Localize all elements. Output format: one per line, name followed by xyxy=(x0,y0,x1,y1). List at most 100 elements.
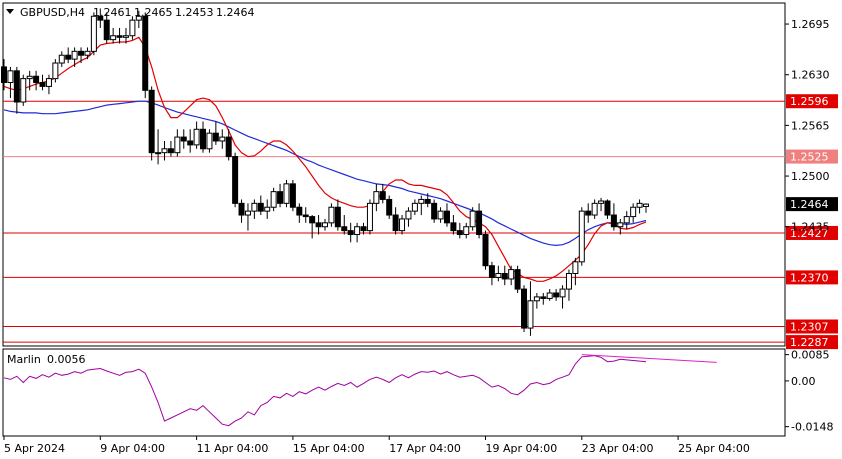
oscillator-pane: 0.0085 0.00 -0.0148 xyxy=(3,349,833,434)
candle xyxy=(546,289,553,301)
candle-body xyxy=(437,210,444,220)
indicator-name: Marlin xyxy=(7,353,41,366)
candle xyxy=(559,285,566,309)
level-tag-label: 1.2427 xyxy=(790,227,829,240)
candle-body xyxy=(610,214,617,228)
candle-body xyxy=(65,54,72,60)
ohlc-open: 1.2461 xyxy=(93,6,132,19)
current-price-label: 1.2464 xyxy=(790,198,829,211)
candle-body xyxy=(212,132,219,142)
ohlc-high: 1.2465 xyxy=(134,6,173,19)
candle-body xyxy=(360,226,367,232)
candle-body xyxy=(225,136,232,158)
level-tag xyxy=(786,319,838,334)
candle-body xyxy=(546,292,553,299)
candle xyxy=(251,199,258,219)
time-tick-label: 15 Apr 04:00 xyxy=(293,442,365,455)
candle xyxy=(148,86,155,161)
candle xyxy=(206,129,213,153)
candle-body xyxy=(187,140,194,146)
candle-body xyxy=(200,128,207,150)
candle xyxy=(20,74,27,106)
time-tick-label: 25 Apr 04:00 xyxy=(678,442,750,455)
candle xyxy=(155,129,162,165)
candle xyxy=(437,207,444,223)
candle xyxy=(405,207,412,227)
level-tag-label: 1.2287 xyxy=(790,336,829,349)
candle xyxy=(630,203,637,223)
symbol-label: GBPUSD,H4 xyxy=(20,6,85,19)
candle-body xyxy=(386,198,393,216)
candle-body xyxy=(97,15,104,21)
candle xyxy=(315,215,322,235)
candle xyxy=(39,74,46,91)
candle-body xyxy=(1,66,7,84)
candle xyxy=(7,66,14,99)
candle-body xyxy=(334,206,341,228)
candle-body xyxy=(129,19,136,37)
candle xyxy=(270,187,277,212)
candle xyxy=(200,121,207,153)
candle-body xyxy=(399,218,406,232)
candle xyxy=(174,129,181,157)
candle xyxy=(476,203,483,239)
candle-body xyxy=(122,35,129,38)
candle xyxy=(84,47,91,60)
candle-body xyxy=(585,210,592,216)
candle-body xyxy=(315,222,322,228)
candle xyxy=(110,27,117,44)
candle xyxy=(52,59,59,83)
candle xyxy=(443,203,450,227)
candle xyxy=(610,203,617,231)
ohlc-close: 1.2464 xyxy=(216,6,255,19)
candle-body xyxy=(630,206,637,218)
time-tick-label: 17 Apr 04:00 xyxy=(389,442,461,455)
candle-body xyxy=(283,183,290,204)
candle-body xyxy=(623,216,630,224)
current-price-tag xyxy=(786,197,838,212)
candle xyxy=(122,27,129,44)
candle xyxy=(514,265,521,293)
candle-body xyxy=(142,15,149,91)
candle-body xyxy=(251,202,258,212)
candle xyxy=(167,140,174,157)
candle-body xyxy=(366,202,373,232)
horizontal-levels[interactable]: 1.2596 1.2525 1.2427 1.2370 1.2307 1.2287 1.24… xyxy=(3,94,838,350)
candle-body xyxy=(418,198,425,204)
price-axis: 1.2695 1.2630 1.2565 1.2500 1.2435 xyxy=(785,18,830,234)
oscillator-trendline xyxy=(581,354,717,363)
candle xyxy=(540,292,547,305)
candle-body xyxy=(155,152,162,155)
candle xyxy=(334,199,341,231)
oscillator-line xyxy=(3,355,647,427)
candle xyxy=(219,129,226,149)
osc-tick-label: 0.00 xyxy=(791,375,816,388)
candle-body xyxy=(296,206,303,216)
candle xyxy=(578,207,585,266)
candle-body xyxy=(636,202,643,208)
candle xyxy=(431,199,438,223)
candle xyxy=(180,129,187,149)
level-tag-label: 1.2525 xyxy=(790,151,829,164)
candle xyxy=(71,47,78,67)
candle xyxy=(277,183,284,208)
candle xyxy=(463,222,470,239)
candle-body xyxy=(277,191,284,204)
indicator-header: Marlin 0.0056 xyxy=(7,353,86,366)
candle xyxy=(585,203,592,223)
candle xyxy=(90,12,97,56)
candle-body xyxy=(553,292,560,298)
dropdown-triangle-icon[interactable] xyxy=(6,9,14,14)
candle xyxy=(521,285,528,332)
candle xyxy=(572,257,579,286)
time-tick-label: 19 Apr 04:00 xyxy=(486,442,558,455)
candle xyxy=(354,222,361,243)
candle xyxy=(495,265,502,282)
moving-averages xyxy=(3,36,647,282)
candle-body xyxy=(508,269,515,280)
candle-body xyxy=(373,191,380,204)
candle-body xyxy=(392,214,399,232)
candle-body xyxy=(148,89,155,154)
